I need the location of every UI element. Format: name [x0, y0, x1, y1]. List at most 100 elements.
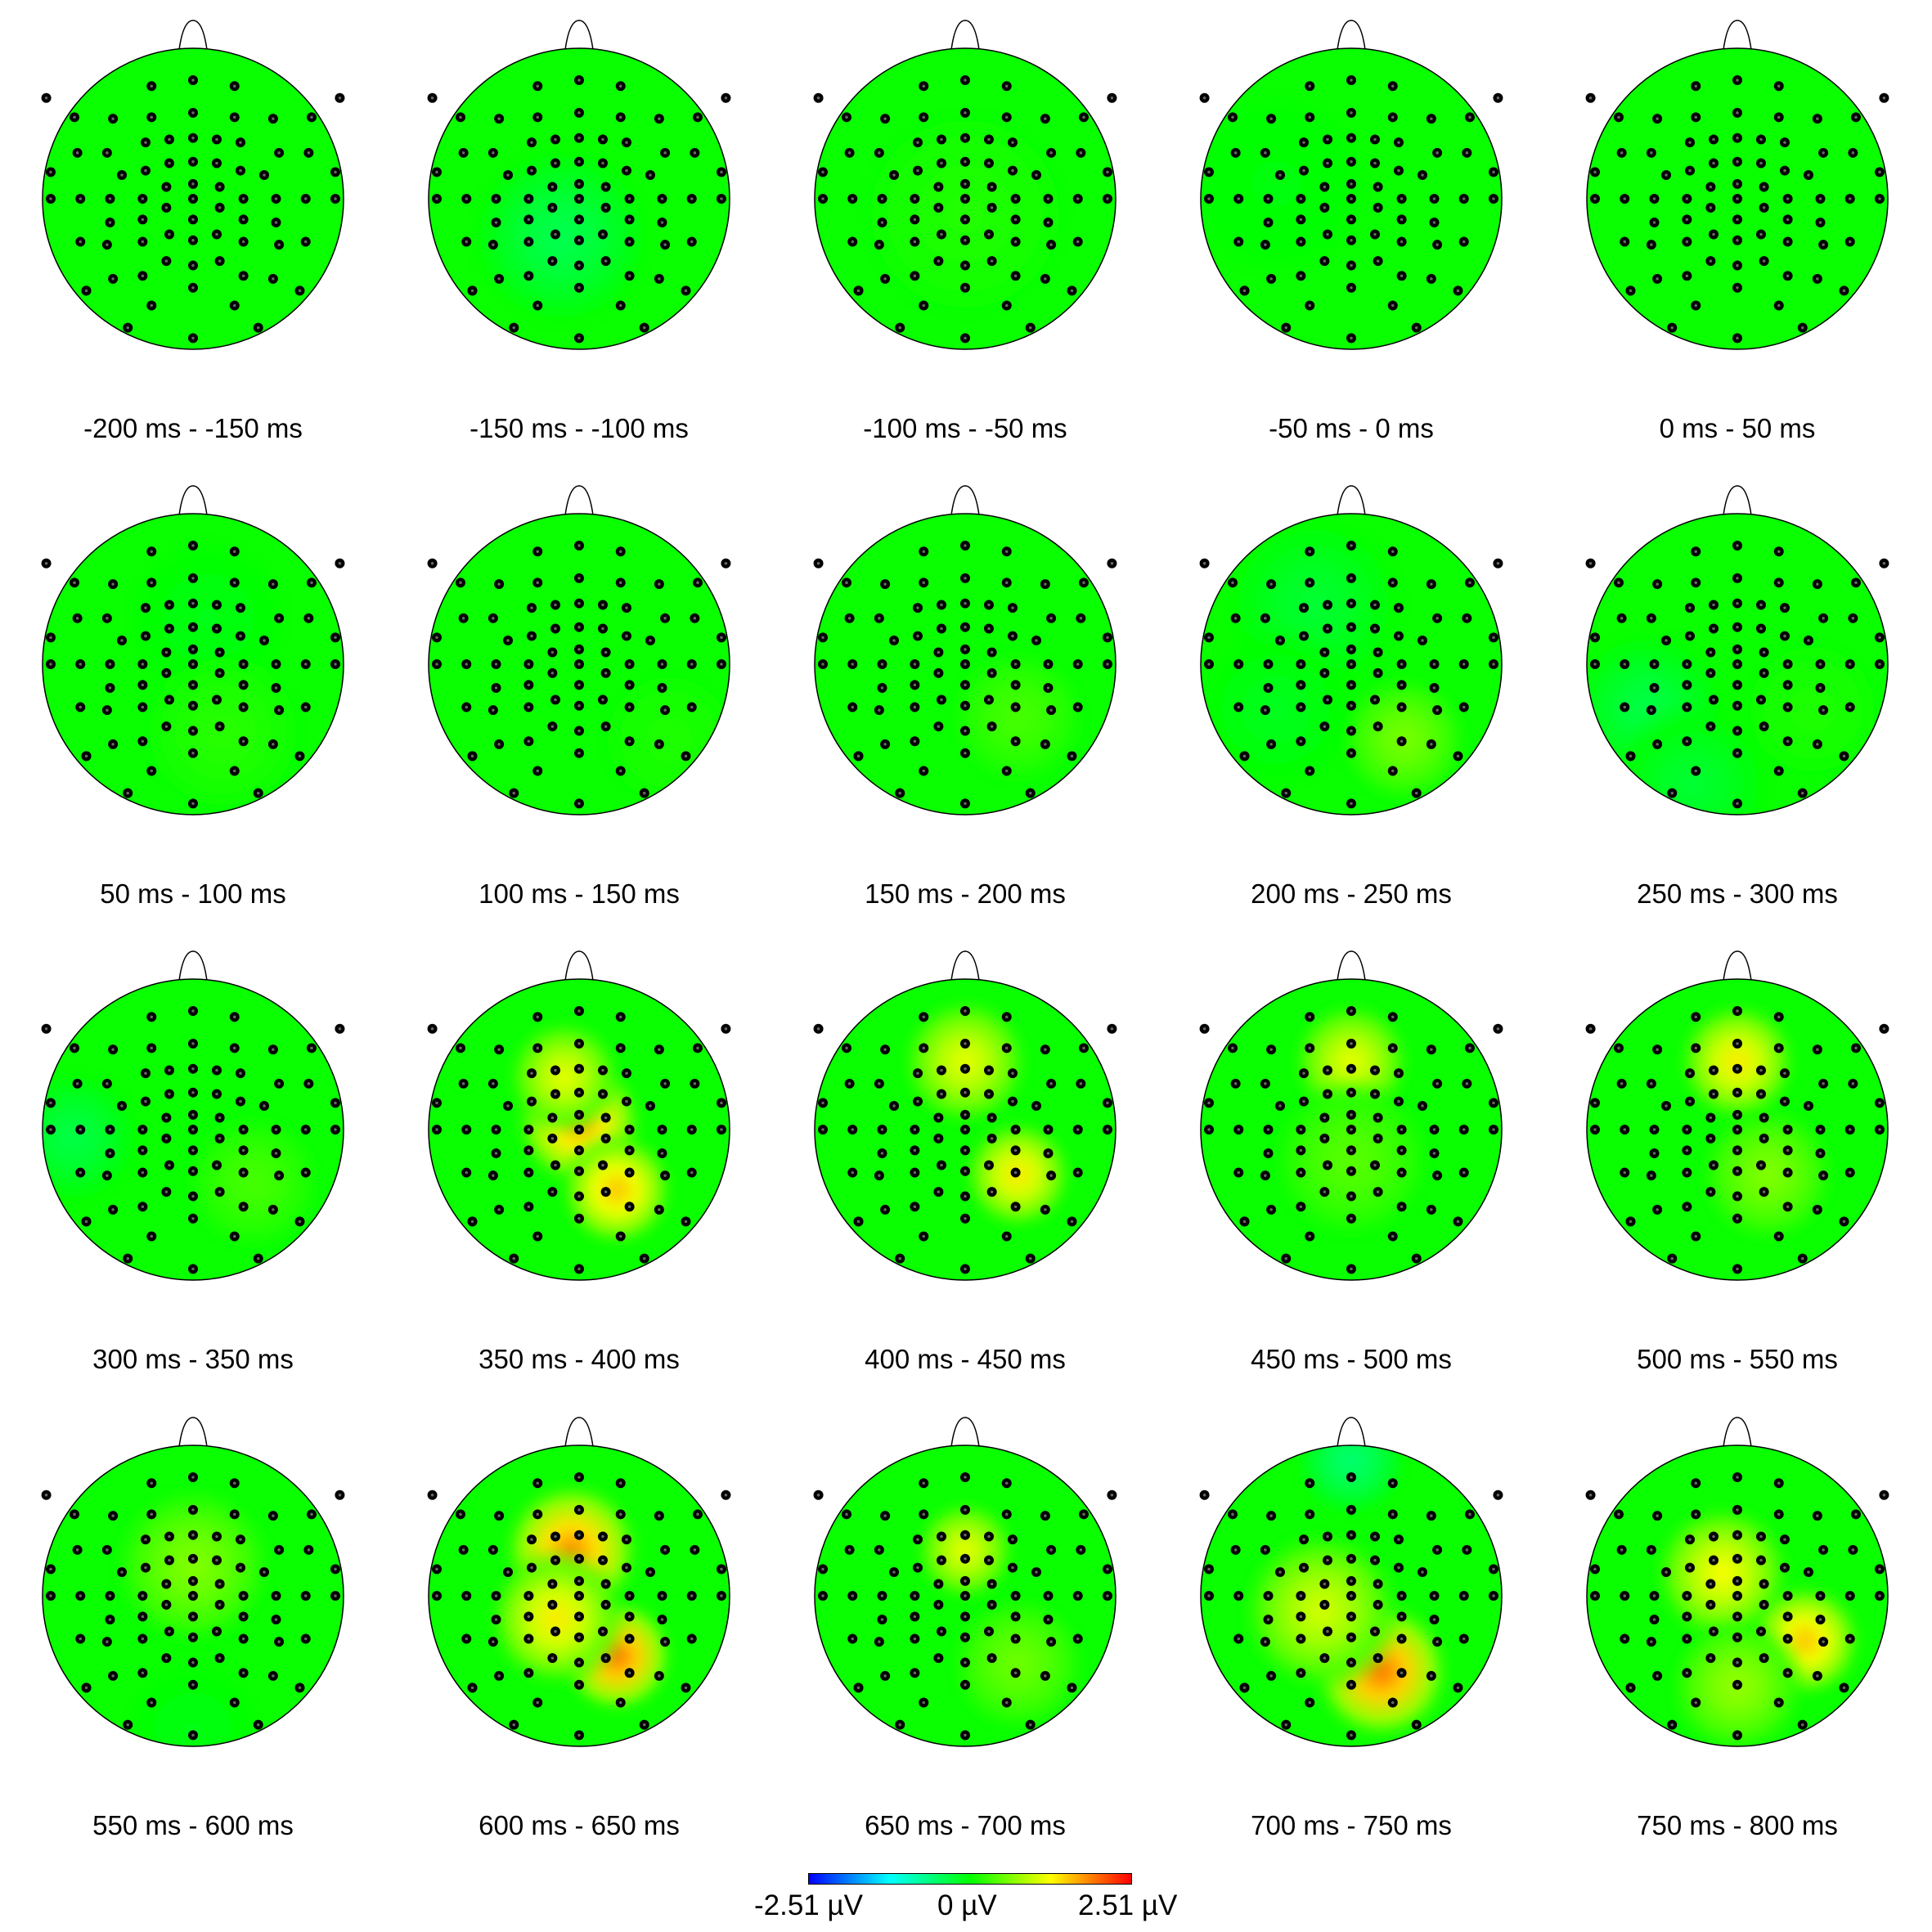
electrode-center: [1712, 137, 1715, 142]
electrode-center: [232, 550, 236, 554]
electrode-center: [1786, 197, 1790, 200]
electrode-center: [883, 277, 887, 281]
electrode-center: [1777, 115, 1781, 119]
electrode-center: [964, 544, 967, 547]
electrode-center: [627, 683, 631, 687]
electrode-center: [1736, 79, 1739, 82]
electrode-center: [1302, 634, 1305, 638]
electrode-center: [821, 197, 824, 200]
panel-time-label: 100 ms - 150 ms: [479, 878, 680, 909]
electrode-center: [940, 137, 943, 142]
electrode-center: [1786, 683, 1790, 687]
electrode-center: [1709, 1582, 1713, 1586]
electrode-center: [1323, 650, 1327, 654]
electrode-center: [1650, 1548, 1653, 1552]
electrode-center: [536, 303, 540, 308]
electrode-center: [1391, 84, 1395, 88]
electrode-center: [604, 206, 608, 209]
electrode-center: [215, 698, 218, 702]
electrode-center: [1759, 603, 1763, 607]
electrode-center: [1462, 663, 1466, 666]
electrode-center: [1391, 303, 1395, 308]
electrode-center: [821, 663, 824, 666]
electrode-center: [1468, 581, 1471, 585]
electrode-center: [215, 137, 218, 142]
electrode-center: [1736, 577, 1739, 580]
electrode-center: [1376, 259, 1380, 263]
electrode-center: [577, 336, 581, 340]
electrode-center: [1391, 769, 1395, 773]
electrode-center: [1046, 663, 1050, 666]
electrode-center: [642, 791, 646, 795]
electrode-center: [1044, 743, 1047, 746]
electrode-center: [470, 289, 474, 293]
electrode-center: [215, 627, 218, 631]
potential-blob: [138, 647, 308, 815]
electrode-center: [1299, 218, 1303, 222]
electrode-center: [272, 117, 275, 120]
electrode-center: [577, 601, 581, 605]
electrode-center: [1777, 1481, 1781, 1485]
electrode-center: [106, 151, 109, 155]
electrode-center: [1685, 218, 1689, 222]
electrode-center: [111, 743, 115, 746]
electrode-center: [554, 627, 557, 631]
electrode-center: [1656, 277, 1659, 281]
electrode-center: [218, 672, 222, 675]
electrode-center: [1688, 141, 1692, 144]
electrode-center: [1629, 1686, 1633, 1690]
electrode-center: [1822, 1548, 1825, 1552]
electrode-center: [150, 303, 154, 308]
electrode-center: [1736, 648, 1739, 651]
electrode-center: [126, 326, 130, 330]
electrode-center: [1376, 650, 1380, 654]
electrode-center: [150, 550, 154, 554]
electrode-center: [120, 173, 124, 177]
electrode-center: [141, 683, 145, 687]
panel-time-label: 200 ms - 250 ms: [1251, 878, 1452, 909]
electrode-center: [1299, 240, 1303, 244]
electrode-center: [1786, 218, 1790, 222]
electrode-center: [913, 240, 917, 244]
electrode-center: [1736, 1733, 1739, 1737]
electrode-center: [1082, 115, 1085, 119]
electrode-center: [1350, 703, 1353, 708]
electrode-center: [577, 625, 581, 629]
electrode-center: [856, 289, 860, 293]
electrode-center: [554, 161, 557, 165]
electrode-center: [880, 686, 884, 690]
panel-time-label: -200 ms - -150 ms: [83, 413, 303, 443]
electrode-center: [461, 151, 465, 155]
electrode-center: [1709, 206, 1713, 209]
electrode-center: [310, 115, 313, 119]
electrode-center: [1436, 708, 1439, 712]
electrode-center: [239, 634, 242, 638]
electrode-center: [1414, 791, 1418, 795]
electrode-center: [1786, 1594, 1790, 1597]
electrode-center: [303, 240, 308, 244]
electrode-center: [878, 151, 881, 155]
electrode-center: [618, 303, 622, 308]
electrode-center: [1685, 683, 1689, 687]
electrode-center: [79, 663, 83, 666]
electrode-center: [690, 705, 694, 709]
electrode-center: [1822, 617, 1825, 620]
electrode-center: [916, 606, 919, 609]
electrode-center: [660, 686, 664, 690]
electrode-center: [1878, 636, 1881, 640]
electrode-center: [1004, 303, 1009, 308]
electrode-center: [191, 648, 195, 651]
electrode-center: [892, 639, 896, 642]
electrode-center: [1848, 663, 1852, 666]
electrode-center: [913, 663, 917, 666]
electrode-center: [1110, 96, 1114, 100]
electrode-center: [465, 663, 469, 666]
electrode-center: [144, 634, 147, 638]
electrode-center: [1650, 151, 1653, 155]
electrode-center: [1688, 168, 1692, 173]
electrode-center: [1350, 79, 1353, 82]
electrode-center: [1777, 84, 1781, 88]
electrode-center: [922, 550, 926, 554]
